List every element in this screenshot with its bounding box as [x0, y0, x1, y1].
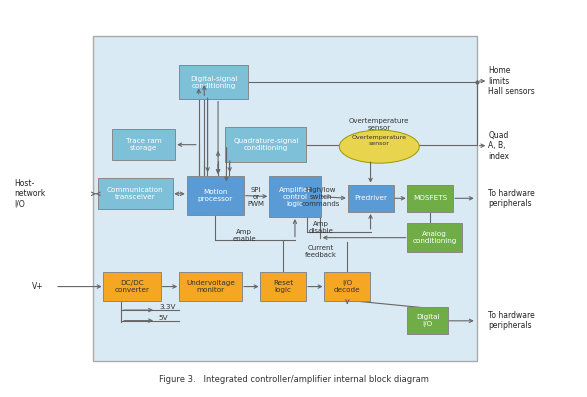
FancyBboxPatch shape: [112, 129, 176, 160]
FancyBboxPatch shape: [407, 223, 462, 252]
FancyBboxPatch shape: [187, 176, 244, 215]
Text: Quad
A, B,
index: Quad A, B, index: [488, 131, 510, 160]
Text: 5V: 5V: [159, 315, 168, 321]
FancyBboxPatch shape: [324, 272, 370, 301]
FancyBboxPatch shape: [407, 185, 453, 212]
Text: Current
feedback: Current feedback: [305, 245, 337, 258]
Text: To hardware
peripherals: To hardware peripherals: [488, 189, 535, 208]
Ellipse shape: [339, 130, 419, 163]
FancyBboxPatch shape: [179, 272, 242, 301]
FancyBboxPatch shape: [225, 127, 306, 162]
Text: Overtemperature
sensor: Overtemperature sensor: [349, 118, 410, 131]
Text: Figure 3.   Integrated controller/amplifier internal block diagram: Figure 3. Integrated controller/amplifie…: [158, 375, 429, 384]
Text: Analog
conditioning: Analog conditioning: [413, 231, 457, 244]
FancyBboxPatch shape: [97, 178, 173, 209]
Text: SPI
or
PWM: SPI or PWM: [247, 187, 264, 206]
Text: Predriver: Predriver: [354, 195, 387, 201]
Text: Amplifier
control
logic: Amplifier control logic: [279, 187, 311, 206]
FancyBboxPatch shape: [179, 65, 248, 100]
Text: I/O
decode: I/O decode: [334, 280, 360, 293]
FancyBboxPatch shape: [261, 272, 306, 301]
Text: Communication
transceiver: Communication transceiver: [107, 187, 163, 200]
Text: Quadrature-signal
conditioning: Quadrature-signal conditioning: [233, 138, 299, 151]
Text: Home
limits
Hall sensors: Home limits Hall sensors: [488, 66, 535, 96]
Text: High/low
switch
commands: High/low switch commands: [302, 187, 340, 206]
Text: Overtemperature
sensor: Overtemperature sensor: [352, 135, 407, 146]
Text: Undervoltage
monitor: Undervoltage monitor: [186, 280, 235, 293]
Text: Digital
I/O: Digital I/O: [416, 314, 439, 327]
Text: Reset
logic: Reset logic: [273, 280, 294, 293]
FancyBboxPatch shape: [103, 272, 161, 301]
Text: Host-
network
I/O: Host- network I/O: [15, 179, 46, 209]
FancyBboxPatch shape: [269, 176, 321, 217]
Text: To hardware
peripherals: To hardware peripherals: [488, 311, 535, 330]
FancyBboxPatch shape: [407, 307, 447, 334]
Text: MOSFETS: MOSFETS: [413, 195, 447, 201]
Text: 3.3V: 3.3V: [159, 304, 176, 310]
FancyBboxPatch shape: [348, 185, 393, 212]
Text: Digital-signal
conditioning: Digital-signal conditioning: [190, 75, 237, 89]
Text: Motion
processor: Motion processor: [198, 189, 233, 202]
Text: Amp
disable: Amp disable: [308, 222, 333, 234]
FancyBboxPatch shape: [93, 36, 477, 361]
Text: Amp
enable: Amp enable: [232, 229, 256, 242]
Text: DC/DC
converter: DC/DC converter: [114, 280, 150, 293]
Text: V+: V+: [32, 282, 43, 291]
Text: Trace ram
storage: Trace ram storage: [126, 138, 161, 151]
